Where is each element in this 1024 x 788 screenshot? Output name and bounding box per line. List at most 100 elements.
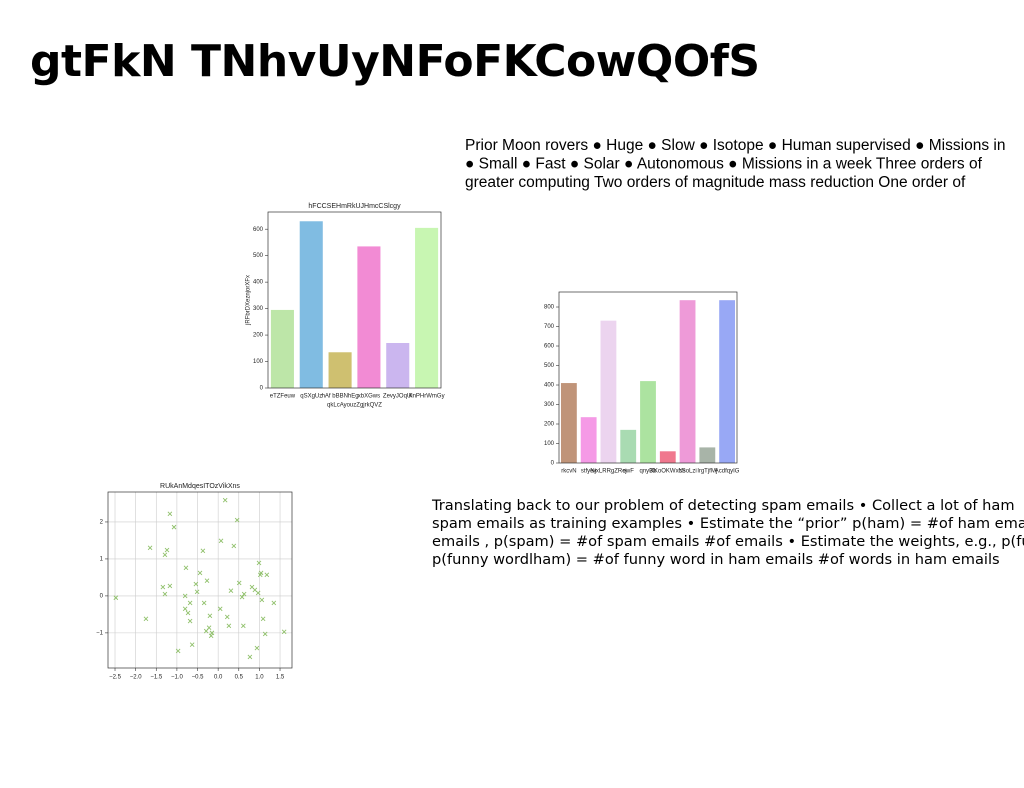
point (217, 606, 223, 612)
bar (357, 246, 381, 388)
x-tick-label: ewF (623, 469, 635, 475)
bar (719, 300, 736, 463)
x-tick-label: −2.5 (109, 675, 122, 681)
point (194, 589, 200, 595)
bar (415, 227, 439, 388)
x-tick-label: hAf bBBNhEg (322, 394, 359, 400)
point (162, 591, 168, 597)
y-axis-label: jRFbrDXeznjorXFx (246, 275, 252, 326)
y-tick-label: 2 (100, 520, 104, 526)
point (182, 606, 188, 612)
plot-frame (558, 291, 738, 464)
y-tick-label: 0 (551, 461, 555, 467)
chart-title: RUkAnMdqesITOzVikXns (160, 483, 240, 490)
point (247, 654, 253, 660)
x-tick-label: 0.5 (235, 675, 244, 681)
y-tick-label: 300 (544, 402, 555, 408)
bar (620, 429, 637, 463)
slide-title: gtFkN TNhvUyNFoFKCowQOfS (30, 36, 760, 87)
point (281, 629, 287, 635)
paragraph-line: ● Small ● Fast ● Solar ● Autonomous ● Mi… (465, 156, 983, 173)
point (185, 610, 191, 616)
bar (640, 381, 656, 463)
x-tick-label: −2.0 (130, 675, 143, 681)
x-tick-label: lrgTjfMj (697, 469, 717, 475)
point (226, 623, 232, 629)
paragraph-line: emails , p(spam) = #of spam emails #of e… (432, 533, 1024, 550)
point (241, 591, 247, 597)
y-tick-label: 600 (253, 227, 264, 233)
x-tick-label: −1.0 (171, 675, 184, 681)
point (175, 648, 181, 654)
x-tick-label: 1.5 (276, 675, 285, 681)
point (164, 547, 170, 553)
point (171, 524, 177, 530)
point (187, 618, 193, 624)
x-tick-label: rkcvN (561, 469, 576, 475)
point (231, 543, 237, 549)
y-tick-label: 700 (544, 324, 555, 330)
y-tick-label: 400 (544, 383, 555, 389)
point (143, 616, 149, 622)
y-tick-label: 500 (544, 363, 555, 369)
x-tick-label: 1.0 (255, 675, 264, 681)
x-tick-label: ZevyJOqUi (383, 394, 413, 400)
point (201, 600, 207, 606)
point (200, 548, 206, 554)
y-tick-label: 1 (100, 557, 104, 563)
y-tick-label: 0 (100, 593, 104, 599)
plot-frame (107, 491, 293, 669)
point (167, 511, 173, 517)
y-tick-label: 500 (253, 253, 264, 259)
paragraph-line: greater computing Two orders of magnitud… (465, 174, 966, 191)
x-tick-label: stfyev (581, 469, 597, 475)
point (160, 584, 166, 590)
point (209, 630, 215, 636)
point (256, 560, 262, 566)
plot-frame (267, 211, 442, 389)
point (167, 583, 173, 589)
bar (560, 383, 577, 463)
y-tick-label: 600 (544, 344, 555, 350)
point (182, 593, 188, 599)
point (239, 594, 245, 600)
x-tick-label: −0.5 (192, 675, 205, 681)
x-tick-label: AcdfqyIG (715, 469, 740, 475)
point (234, 517, 240, 523)
point (228, 588, 234, 594)
point (262, 631, 268, 637)
point (264, 572, 270, 578)
point (240, 623, 246, 629)
point (222, 497, 228, 503)
point (187, 600, 193, 606)
bar (580, 417, 597, 463)
bar (600, 320, 617, 463)
x-tick-label: −1.5 (150, 675, 163, 681)
point (207, 613, 213, 619)
bar (679, 300, 696, 463)
y-tick-label: 100 (544, 441, 555, 447)
y-tick-label: 100 (253, 359, 264, 365)
x-tick-label: 0.0 (214, 675, 223, 681)
bar (659, 451, 676, 463)
bar (299, 221, 323, 388)
point (206, 625, 212, 631)
chart-title: hFCCSEHmRkUJHmcCSlcgy (308, 203, 401, 210)
point (218, 538, 224, 544)
x-tick-label: qnyBb (639, 469, 657, 475)
point (189, 642, 195, 648)
y-tick-label: 200 (253, 333, 264, 339)
x-axis-label: qkLcAyouzZgjrkQVZ (327, 403, 382, 409)
point (260, 616, 266, 622)
bar (386, 343, 410, 388)
y-tick-label: 0 (260, 386, 264, 392)
point (258, 570, 264, 576)
x-tick-label: xbXGws (358, 394, 380, 400)
point (183, 565, 189, 571)
x-tick-label: eTZFeuw (270, 394, 296, 400)
point (162, 552, 168, 558)
point (197, 570, 203, 576)
point (193, 581, 199, 587)
point (236, 580, 242, 586)
